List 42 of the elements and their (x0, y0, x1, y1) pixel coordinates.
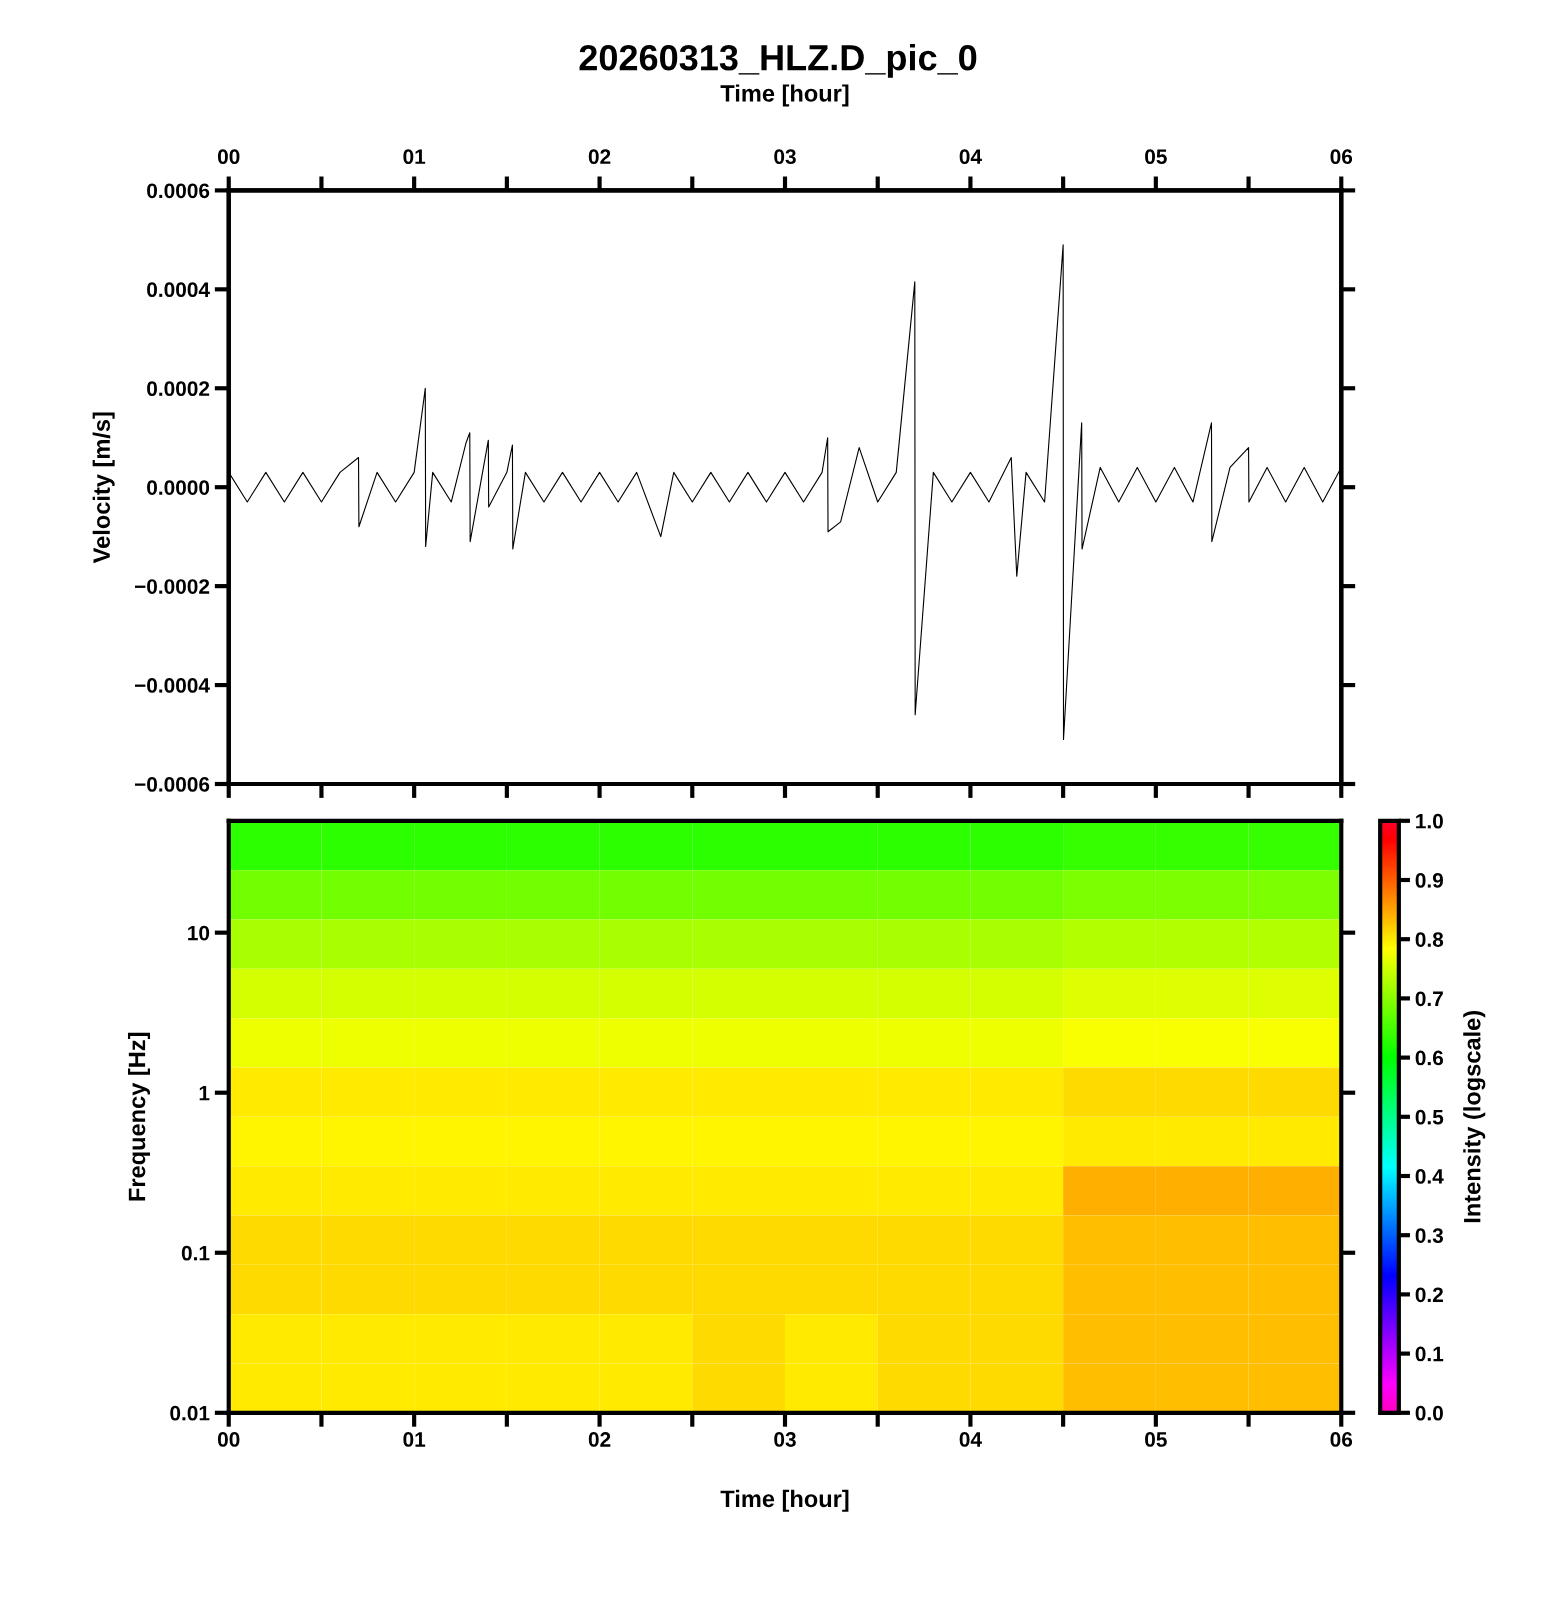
y-tick-label: −0.0002 (134, 579, 210, 594)
x-tick-label: 03 (774, 1432, 796, 1447)
y-tick-label: 0.0004 (147, 282, 210, 298)
color-bar-label: 0.2 (1415, 1287, 1443, 1303)
chart-title: 20260313_HLZ.D_pic_0 (579, 43, 977, 78)
x2-tick-label: 04 (959, 149, 982, 165)
x2-axis-title: Time [hour] (720, 84, 849, 107)
x2-tick-label: 01 (403, 149, 426, 165)
color-bar-label: 0.9 (1415, 873, 1443, 888)
x2-tick-label: 03 (774, 149, 796, 165)
y-tick-label: 0.0002 (147, 381, 210, 397)
color-bar-label: 0.1 (1415, 1346, 1444, 1362)
y-axis-title: Frequency [Hz] (127, 1032, 150, 1201)
y-tick-label: 0.01 (170, 1405, 210, 1421)
x-tick-label: 00 (217, 1432, 240, 1447)
x2-tick-label: 06 (1330, 149, 1353, 165)
x2-tick-label: 05 (1145, 149, 1167, 165)
color-bar-label: 0.4 (1415, 1169, 1444, 1184)
color-bar-label: 0.6 (1415, 1050, 1444, 1066)
x-tick-label: 02 (588, 1432, 611, 1447)
y-tick-label: 1 (199, 1085, 210, 1101)
x2-tick-label: 00 (217, 149, 240, 165)
x-axis-title: Time [hour] (720, 1489, 849, 1512)
color-bar-title: Intensity (logscale) (1463, 1011, 1486, 1223)
x-tick-label: 04 (959, 1432, 982, 1447)
color-bar-label: 0.3 (1415, 1228, 1444, 1243)
y-tick-label: 10 (188, 925, 210, 941)
y-tick-label: −0.0004 (134, 678, 210, 693)
y-tick-label: 0.0006 (147, 183, 210, 199)
y-tick-label: 0.1 (181, 1245, 210, 1261)
y-tick-label: −0.0006 (134, 777, 210, 792)
color-bar-label: 1.0 (1416, 813, 1443, 829)
x-tick-label: 06 (1330, 1432, 1353, 1447)
x-tick-label: 05 (1145, 1432, 1167, 1447)
x-tick-label: 01 (403, 1432, 426, 1447)
color-bar-label: 0.0 (1415, 1405, 1443, 1421)
color-bar-label: 0.5 (1415, 1109, 1444, 1125)
y-axis-title: Velocity [m/s] (92, 412, 115, 564)
y-tick-label: 0.0000 (147, 480, 210, 495)
x2-tick-label: 02 (588, 149, 611, 165)
color-bar-label: 0.8 (1415, 932, 1444, 947)
color-bar-label: 0.7 (1415, 991, 1443, 1007)
